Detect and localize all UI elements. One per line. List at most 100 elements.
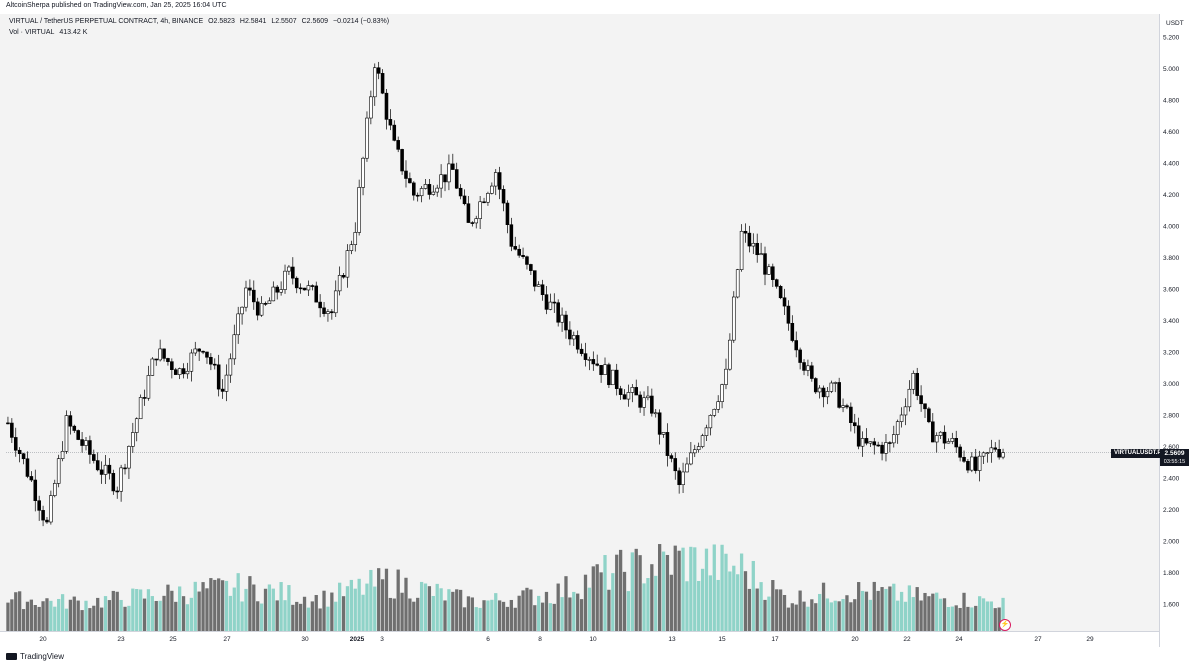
candle[interactable]	[505, 200, 510, 234]
candle[interactable]	[29, 471, 34, 482]
candle[interactable]	[626, 384, 631, 407]
candle[interactable]	[212, 358, 217, 370]
candle[interactable]	[173, 367, 178, 375]
candle[interactable]	[958, 444, 962, 462]
candle[interactable]	[552, 293, 557, 313]
candle[interactable]	[587, 356, 592, 371]
candle[interactable]	[306, 280, 311, 297]
candle[interactable]	[724, 358, 728, 390]
candle[interactable]	[497, 166, 502, 200]
candle[interactable]	[255, 297, 260, 321]
candle[interactable]	[6, 416, 10, 425]
candle[interactable]	[653, 408, 658, 418]
candle[interactable]	[431, 185, 436, 196]
candle[interactable]	[763, 246, 767, 286]
candle[interactable]	[384, 89, 389, 130]
candle[interactable]	[747, 225, 752, 253]
candle[interactable]	[189, 349, 194, 382]
candle[interactable]	[263, 301, 268, 306]
candle[interactable]	[236, 306, 240, 344]
candle[interactable]	[700, 433, 705, 449]
candle[interactable]	[919, 385, 923, 412]
candle[interactable]	[899, 407, 904, 428]
candle[interactable]	[852, 413, 857, 434]
candle[interactable]	[673, 452, 678, 480]
candle[interactable]	[68, 411, 73, 435]
candle[interactable]	[517, 244, 521, 258]
candle[interactable]	[443, 174, 447, 192]
candle[interactable]	[154, 358, 159, 366]
candle[interactable]	[228, 353, 233, 383]
candle[interactable]	[657, 409, 662, 445]
candle[interactable]	[743, 223, 748, 243]
candle[interactable]	[611, 369, 615, 386]
candle[interactable]	[466, 195, 471, 223]
candle[interactable]	[267, 297, 272, 304]
candle[interactable]	[942, 425, 947, 450]
candle[interactable]	[728, 333, 732, 371]
candle[interactable]	[591, 351, 596, 371]
candle[interactable]	[345, 244, 350, 288]
legend-symbol[interactable]: VIRTUAL / TetherUS PERPETUAL CONTRACT, 4…	[9, 18, 204, 25]
candle[interactable]	[302, 287, 307, 291]
candle[interactable]	[142, 389, 147, 406]
candle[interactable]	[435, 184, 439, 197]
candle[interactable]	[330, 309, 334, 320]
candle[interactable]	[419, 186, 424, 203]
candle[interactable]	[486, 191, 490, 206]
candle[interactable]	[638, 391, 642, 413]
candle[interactable]	[907, 380, 912, 412]
candle[interactable]	[470, 221, 475, 227]
candle[interactable]	[689, 441, 693, 466]
candle[interactable]	[829, 380, 834, 394]
candle[interactable]	[287, 265, 291, 275]
candle[interactable]	[365, 111, 369, 162]
candle[interactable]	[333, 280, 338, 317]
candle[interactable]	[37, 495, 41, 521]
candle[interactable]	[661, 432, 666, 438]
candle[interactable]	[970, 452, 974, 473]
candle[interactable]	[954, 430, 959, 453]
candle[interactable]	[408, 172, 412, 184]
candle[interactable]	[950, 432, 955, 445]
candle[interactable]	[131, 422, 135, 453]
candle[interactable]	[166, 357, 170, 366]
candle[interactable]	[103, 454, 108, 484]
candle[interactable]	[400, 148, 404, 175]
candle[interactable]	[568, 321, 572, 346]
candle[interactable]	[458, 184, 463, 200]
candle[interactable]	[224, 364, 229, 402]
candle[interactable]	[720, 383, 724, 409]
candle[interactable]	[771, 263, 775, 287]
candle[interactable]	[177, 367, 182, 380]
candle[interactable]	[341, 273, 346, 279]
candle[interactable]	[232, 324, 237, 365]
candle[interactable]	[532, 270, 537, 292]
candle[interactable]	[759, 242, 763, 256]
candle[interactable]	[599, 365, 603, 383]
candle[interactable]	[880, 441, 884, 461]
candle[interactable]	[10, 418, 14, 444]
candle[interactable]	[49, 490, 53, 525]
candle[interactable]	[337, 266, 342, 296]
candle[interactable]	[412, 181, 416, 201]
candle[interactable]	[572, 331, 576, 346]
candle[interactable]	[423, 178, 428, 190]
candle[interactable]	[536, 281, 541, 287]
candle[interactable]	[997, 439, 1001, 460]
candle[interactable]	[388, 109, 393, 131]
candle[interactable]	[52, 479, 57, 498]
candle[interactable]	[860, 431, 865, 457]
candle[interactable]	[322, 301, 326, 317]
volume-label[interactable]: Vol · VIRTUAL	[9, 29, 55, 36]
candle[interactable]	[376, 61, 381, 80]
candle[interactable]	[353, 222, 358, 252]
candle[interactable]	[798, 347, 802, 370]
candle[interactable]	[41, 505, 45, 527]
candle[interactable]	[708, 414, 713, 436]
candle[interactable]	[607, 362, 611, 388]
candle[interactable]	[220, 379, 225, 399]
candle[interactable]	[794, 331, 799, 358]
candle[interactable]	[782, 288, 787, 315]
candle[interactable]	[185, 362, 190, 379]
